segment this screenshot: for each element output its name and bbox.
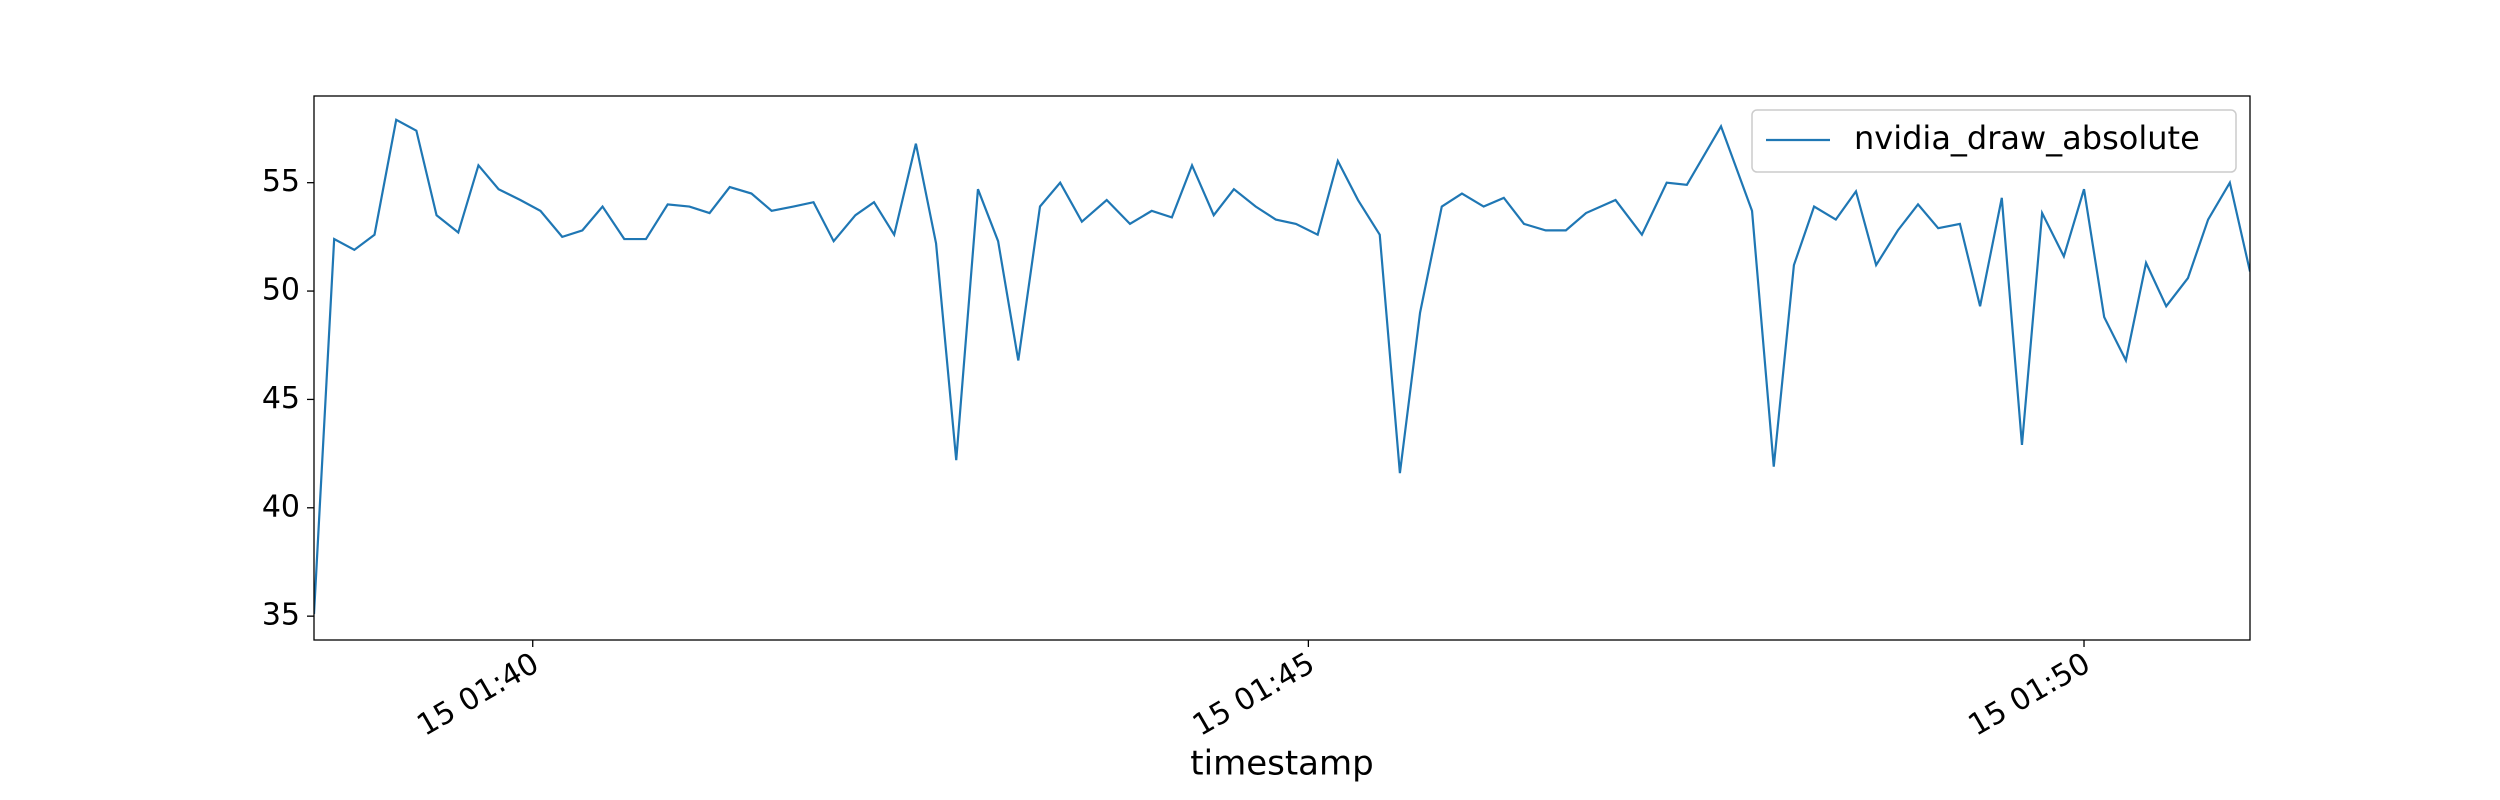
y-tick-label: 40 xyxy=(262,489,300,524)
y-tick-label: 50 xyxy=(262,273,300,308)
y-tick-label: 35 xyxy=(262,598,300,633)
legend-box xyxy=(1751,109,2237,173)
plot-frame xyxy=(313,95,2251,641)
legend-label: nvidia_draw_absolute xyxy=(1854,119,2200,157)
x-tick-label: 15 01:45 xyxy=(1187,646,1321,743)
y-tick-label: 55 xyxy=(262,164,300,199)
x-axis-label: timestamp xyxy=(1190,744,1373,784)
y-tick-label: 45 xyxy=(262,381,300,416)
line-series xyxy=(314,118,2250,615)
x-tick-label: 15 01:50 xyxy=(1963,646,2097,743)
legend: nvidia_draw_absolute xyxy=(1751,109,2237,173)
x-tick-label: 15 01:40 xyxy=(411,646,545,743)
